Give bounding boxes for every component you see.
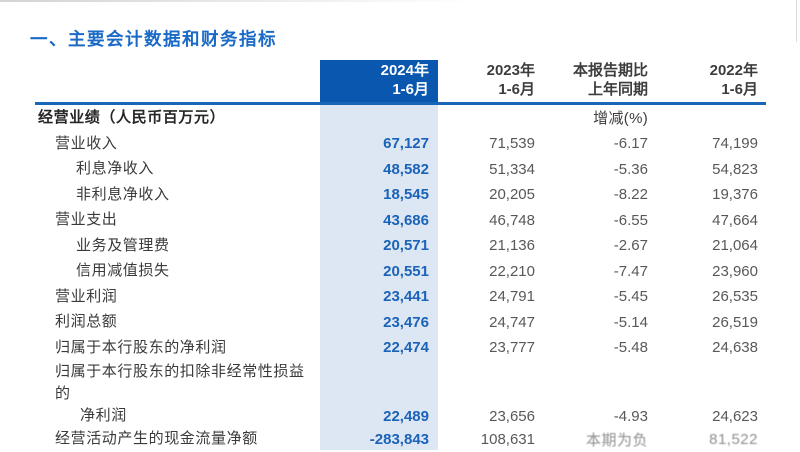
value-2024: 22,489 [320, 361, 438, 427]
row-label: 利息净收入 [35, 157, 320, 183]
page-title: 一、主要会计数据和财务指标 [30, 26, 277, 51]
value-2022: 26,519 [650, 310, 766, 336]
value-2022: 74,199 [650, 131, 766, 157]
value-2024: 43,686 [320, 208, 438, 234]
header-2022-line2: 1-6月 [650, 80, 758, 99]
photo-edge-artifact-right [796, 0, 797, 42]
row-label: 业务及管理费 [35, 233, 320, 259]
section-spacer-2024 [320, 103, 438, 131]
header-2023-line2: 1-6月 [438, 80, 535, 99]
value-2022: 19,376 [650, 182, 766, 208]
value-change-percent: -6.55 [537, 208, 650, 234]
value-change-percent: -5.36 [537, 157, 650, 183]
header-2022-line1: 2022年 [650, 61, 758, 80]
financial-indicators-table: 2024年 1-6月 2023年 1-6月 本报告期比 上年同期 2022年 1… [35, 60, 766, 452]
header-change-line1: 本报告期比 [537, 61, 648, 80]
value-2022: 24,623 [650, 361, 766, 427]
header-label-spacer [35, 60, 320, 103]
value-2023: 20,205 [438, 182, 537, 208]
value-2023: 23,656 [438, 361, 537, 427]
value-2023: 23,777 [438, 335, 537, 361]
value-change-percent: 本期为负 [537, 427, 650, 452]
value-2023: 24,747 [438, 310, 537, 336]
row-label: 非利息净收入 [35, 182, 320, 208]
row-label: 经营活动产生的现金流量净额 [35, 427, 320, 452]
photo-edge-artifact-top [0, 0, 480, 2]
value-change-percent: -5.14 [537, 310, 650, 336]
header-2022-period: 2022年 1-6月 [650, 60, 766, 103]
row-label: 归属于本行股东的净利润 [35, 335, 320, 361]
value-2024: 22,474 [320, 335, 438, 361]
value-2024: 67,127 [320, 131, 438, 157]
row-label: 利润总额 [35, 310, 320, 336]
row-label: 营业收入 [35, 131, 320, 157]
value-2023: 21,136 [438, 233, 537, 259]
value-2022: 26,535 [650, 284, 766, 310]
row-label: 归属于本行股东的扣除非经常性损益的净利润 [35, 361, 320, 427]
value-change-percent: -2.67 [537, 233, 650, 259]
value-change-percent: -6.17 [537, 131, 650, 157]
value-2023: 51,334 [438, 157, 537, 183]
value-2022: 54,823 [650, 157, 766, 183]
value-2023: 71,539 [438, 131, 537, 157]
header-2024-period: 2024年 1-6月 [320, 60, 438, 103]
value-2023: 108,631 [438, 427, 537, 452]
value-change-percent: -4.93 [537, 361, 650, 427]
value-2023: 46,748 [438, 208, 537, 234]
value-2022: 47,664 [650, 208, 766, 234]
row-label: 信用减值损失 [35, 259, 320, 285]
value-2022: 23,960 [650, 259, 766, 285]
value-change-percent: -5.48 [537, 335, 650, 361]
value-2024: 48,582 [320, 157, 438, 183]
header-2023-line1: 2023年 [438, 61, 535, 80]
value-2024: -283,843 [320, 427, 438, 452]
value-2024: 23,441 [320, 284, 438, 310]
value-change-percent: -7.47 [537, 259, 650, 285]
row-label: 营业支出 [35, 208, 320, 234]
change-percent-subheader: 增减(%) [537, 103, 650, 131]
header-2024-line1: 2024年 [320, 61, 429, 80]
value-2024: 20,551 [320, 259, 438, 285]
table-header-row: 2024年 1-6月 2023年 1-6月 本报告期比 上年同期 2022年 1… [35, 60, 766, 103]
value-change-percent: -5.45 [537, 284, 650, 310]
value-2024: 18,545 [320, 182, 438, 208]
value-2022: 81,522 [650, 427, 766, 452]
value-2022: 21,064 [650, 233, 766, 259]
value-change-percent: -8.22 [537, 182, 650, 208]
header-2024-line2: 1-6月 [320, 80, 429, 99]
value-2022: 24,638 [650, 335, 766, 361]
section-title: 经营业绩（人民币百万元） [35, 103, 320, 131]
value-2024: 20,571 [320, 233, 438, 259]
row-label: 营业利润 [35, 284, 320, 310]
header-2023-period: 2023年 1-6月 [438, 60, 537, 103]
section-header-row: 经营业绩（人民币百万元） 增减(%) [35, 103, 766, 131]
section-spacer-2022 [650, 103, 766, 131]
value-2023: 24,791 [438, 284, 537, 310]
value-2023: 22,210 [438, 259, 537, 285]
value-2024: 23,476 [320, 310, 438, 336]
section-spacer-2023 [438, 103, 537, 131]
header-change-vs-prior: 本报告期比 上年同期 [537, 60, 650, 103]
header-change-line2: 上年同期 [537, 80, 648, 99]
